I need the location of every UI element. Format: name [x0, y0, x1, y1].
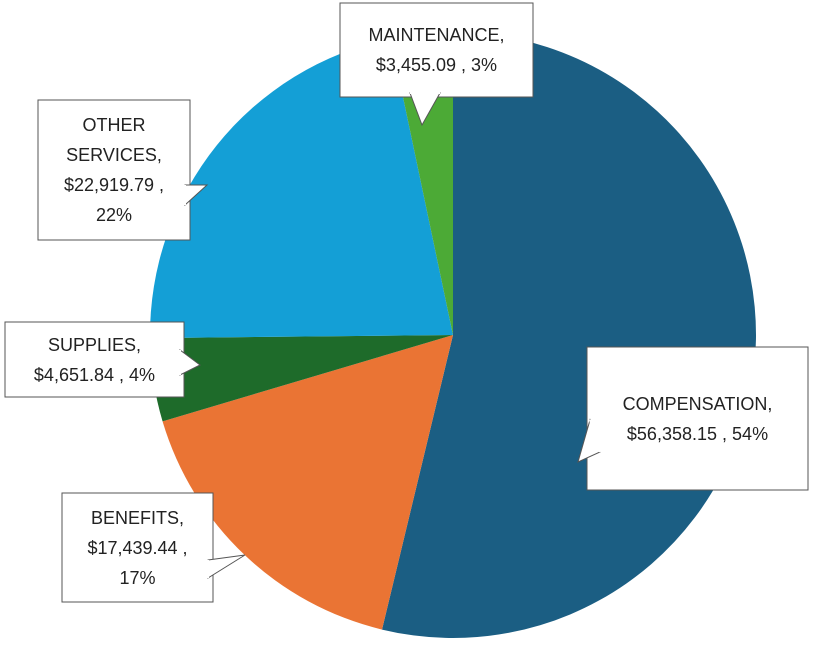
label-separator: ,	[461, 55, 467, 75]
callout-box	[4, 321, 185, 398]
data-label-text: COMPENSATION, $56,358.15 , 54%	[598, 389, 798, 449]
label-separator: ,	[156, 145, 162, 165]
label-separator: ,	[499, 25, 505, 45]
category-label: OTHER SERVICES	[66, 115, 157, 165]
value-label: $4,651.84	[33, 364, 114, 385]
data-label-text: SUPPLIES, $4,651.84 , 4%	[12, 330, 177, 390]
category-label-group: SUPPLIES,	[48, 335, 141, 355]
label-separator: ,	[722, 423, 728, 444]
callout-box	[61, 492, 214, 603]
data-label: COMPENSATION, $56,358.15 , 54%	[587, 347, 808, 490]
category-label-group: MAINTENANCE,	[368, 25, 504, 45]
data-label: OTHER SERVICES, $22,919.79 , 22%	[38, 100, 190, 240]
category-label: SUPPLIES	[47, 334, 137, 355]
category-label: MAINTENANCE	[368, 25, 500, 45]
category-label-group: OTHER SERVICES,	[66, 115, 162, 165]
value-label: $22,919.79	[63, 175, 155, 195]
value-label-group: $3,455.09 ,	[376, 55, 466, 75]
label-separator: ,	[136, 334, 142, 355]
label-separator: ,	[119, 364, 125, 385]
pie-slice	[390, 32, 453, 335]
category-label-group: BENEFITS,	[91, 508, 184, 528]
data-label: MAINTENANCE, $3,455.09 , 3%	[340, 3, 533, 97]
label-separator: ,	[182, 537, 188, 558]
category-label: BENEFITS	[90, 507, 179, 528]
value-label-group: $22,919.79 ,	[64, 175, 164, 195]
category-label: COMPENSATION	[622, 393, 768, 414]
callout-box	[339, 2, 534, 98]
percent-label: 17%	[119, 567, 156, 588]
percent-label: 54%	[732, 423, 769, 444]
value-label: $17,439.44	[87, 537, 178, 558]
percent-label: 3%	[471, 55, 498, 75]
data-label-text: MAINTENANCE, $3,455.09 , 3%	[347, 20, 527, 80]
callout-box	[37, 99, 191, 241]
callout-pointer	[207, 554, 246, 579]
percent-label: 4%	[129, 364, 156, 385]
pie-slice	[150, 335, 453, 422]
callout-pointer-cover	[589, 419, 601, 453]
percent-label: 22%	[95, 205, 133, 225]
data-label-text: BENEFITS, $17,439.44 , 17%	[75, 503, 200, 593]
label-separator: ,	[767, 393, 773, 414]
value-label: $3,455.09	[375, 55, 456, 75]
label-separator: ,	[179, 507, 185, 528]
data-label-text: OTHER SERVICES, $22,919.79 , 22%	[49, 110, 179, 230]
category-label-group: COMPENSATION,	[623, 394, 773, 414]
pie-slice	[162, 335, 454, 630]
value-label: $56,358.15	[626, 423, 717, 444]
callout-box	[586, 346, 809, 491]
value-label-group: $4,651.84 ,	[34, 365, 124, 385]
value-label-group: $56,358.15 ,	[627, 424, 727, 444]
value-label-group: $17,439.44 ,	[87, 538, 187, 558]
data-label: SUPPLIES, $4,651.84 , 4%	[5, 322, 184, 397]
pie-slice	[149, 38, 453, 339]
label-separator: ,	[159, 175, 165, 195]
data-label: BENEFITS, $17,439.44 , 17%	[62, 493, 213, 602]
